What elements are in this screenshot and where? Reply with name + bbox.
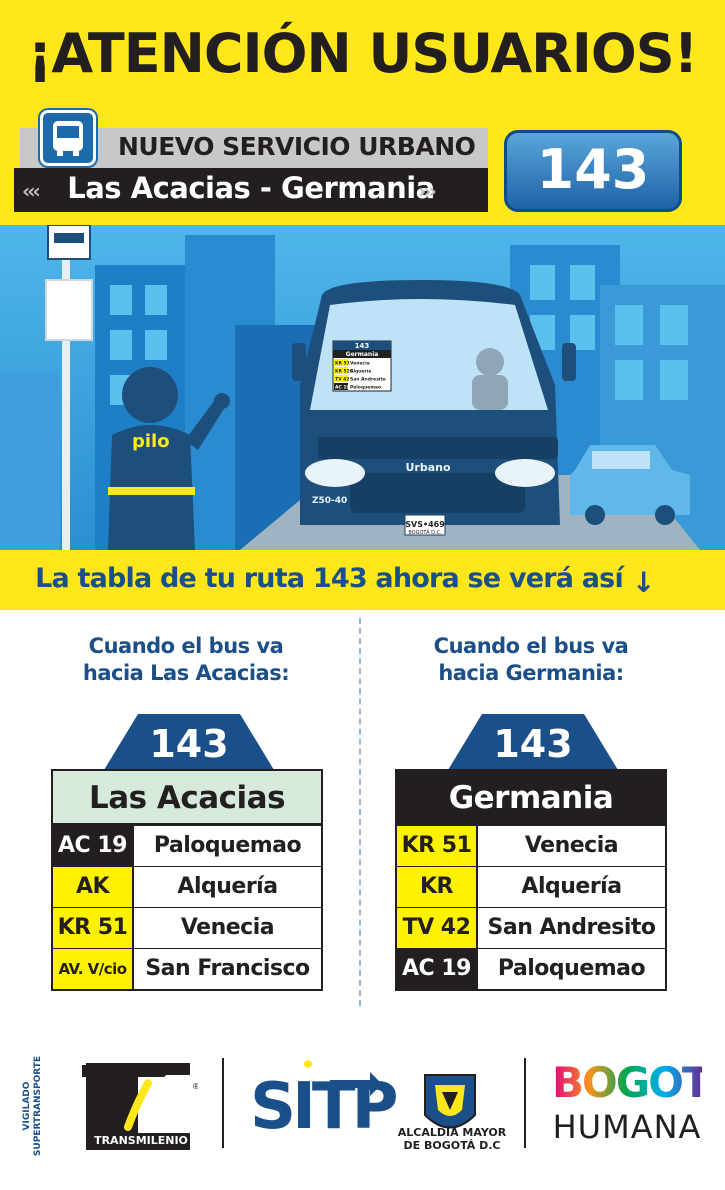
stop-code: AK 52C [53,867,134,939]
bus-sign-stop: Paloquemao [350,385,381,391]
bus-sign-code: KR 52C [335,369,354,375]
route-sign-germania: Germania KR 51 Venecia KR 52C Alquería T… [395,769,667,991]
chevrons-right-icon: ››› [418,179,437,203]
stop-row: AC 19 Paloquemao [53,825,321,866]
bus-sign-code: AC 19 [335,385,350,391]
caption-line: hacia Las Acacias: [82,661,290,685]
alcaldia-text: ALCALDÍA MAYOR DE BOGOTÁ D.C [396,1126,508,1152]
bogota-coat-of-arms-icon [424,1074,476,1129]
stop-row: AV. V/cio San Francisco [53,948,321,989]
sitp-arrow-icon [304,1060,382,1096]
transmilenio-text: TRANSMILENIO [94,1134,188,1147]
stop-code: KR 52C [397,867,478,939]
alcaldia-line: ALCALDÍA MAYOR [397,1126,507,1139]
stop-row: KR 51 Venecia [397,825,665,866]
route-sign-acacias: Las Acacias AC 19 Paloquemao AK 52C Alqu… [51,769,323,991]
bus-stop-illustration: pilo SVS•469 BOGOTÁ D.C. Urbano Z50-40 1… [0,225,725,550]
route-tab [448,714,618,770]
mascot-label: pilo [132,431,170,452]
service-bar [20,128,488,168]
arrow-down-icon: ↓ [632,566,656,599]
direction-caption-acacias: Cuando el bus va hacia Las Acacias: [36,633,336,687]
route-tab-number: 143 [149,722,229,766]
chevrons-left-icon: ‹‹‹ [22,179,41,203]
stop-row: AC 19 Paloquemao [397,948,665,989]
stop-name: Paloquemao [153,833,302,858]
stop-name: San Francisco [145,956,310,981]
bus-sign-stop: Alquería [350,368,371,375]
bus-sign-number: 143 [355,342,370,350]
subtitle-text: La tabla de tu ruta 143 ahora se verá as… [35,563,624,594]
route-number: 143 [536,138,650,201]
stop-code: KR 51 [397,826,478,866]
stop-name: Venecia [524,833,619,858]
bus-id: Z50-40 [312,496,347,506]
plate-city: BOGOTÁ D.C. [408,529,442,536]
caption-line: Cuando el bus va [433,634,629,658]
stop-code: KR 51 [53,908,134,948]
vigilado-text: VIGILADO [22,1081,32,1131]
route-name: Las Acacias - Germania [67,171,435,205]
bogota-humana-logo-bottom: HUMANA [552,1108,702,1146]
direction-caption-germania: Cuando el bus va hacia Germania: [381,633,681,687]
subtitle-strip [0,550,725,610]
stop-name: San Andresito [487,915,657,940]
bus-sign-stop: San Andresito [350,377,386,383]
footer-separator [222,1058,224,1148]
stop-row: KR 51 Venecia [53,907,321,948]
route-tab-number: 143 [493,722,573,766]
stop-code: AC 19 [53,826,134,866]
bus-brand: Urbano [405,461,450,474]
stop-row: KR 52C Alquería [397,866,665,939]
stop-code: AC 19 [397,949,478,989]
sign-destination: Las Acacias [53,771,321,825]
stop-name: Alquería [177,874,278,899]
plate-number: SVS•469 [405,520,445,529]
route-number-badge [504,130,682,212]
bus-sign-stop: Venecia [350,361,370,367]
headline: ¡ATENCIÓN USUARIOS! [27,22,699,85]
stop-name: Paloquemao [497,956,646,981]
stop-code: AV. V/cio [53,949,134,989]
bogota-humana-logo-top: BOGOTÁ [552,1058,725,1107]
alcaldia-line: DE BOGOTÁ D.C [403,1139,501,1152]
registered-mark: ® [192,1082,198,1091]
bus-sign-destination: Germania [346,351,379,358]
vigilado-supertransporte-logo: VIGILADO SUPERTRANSPORTE [14,1055,52,1156]
caption-line: hacia Germania: [438,661,624,685]
stop-row: TV 42 San Andresito [397,907,665,948]
bus-sign-code: KR 51 [335,361,350,367]
stop-code: TV 42 [397,908,478,948]
stop-row: AK 52C Alquería [53,866,321,939]
route-name-bar [14,168,488,212]
sign-destination: Germania [397,771,665,825]
caption-line: Cuando el bus va [88,634,284,658]
supertransporte-text: SUPERTRANSPORTE [33,1055,43,1157]
bus-icon [40,110,96,166]
column-divider [359,618,361,1006]
bus-sign-code: TV 42 [335,377,349,383]
stop-name: Alquería [521,874,622,899]
service-label: NUEVO SERVICIO URBANO [118,132,476,161]
transmilenio-logo: ® [82,1063,198,1150]
footer-separator [524,1058,526,1148]
stop-name: Venecia [180,915,275,940]
route-tab [104,714,274,770]
